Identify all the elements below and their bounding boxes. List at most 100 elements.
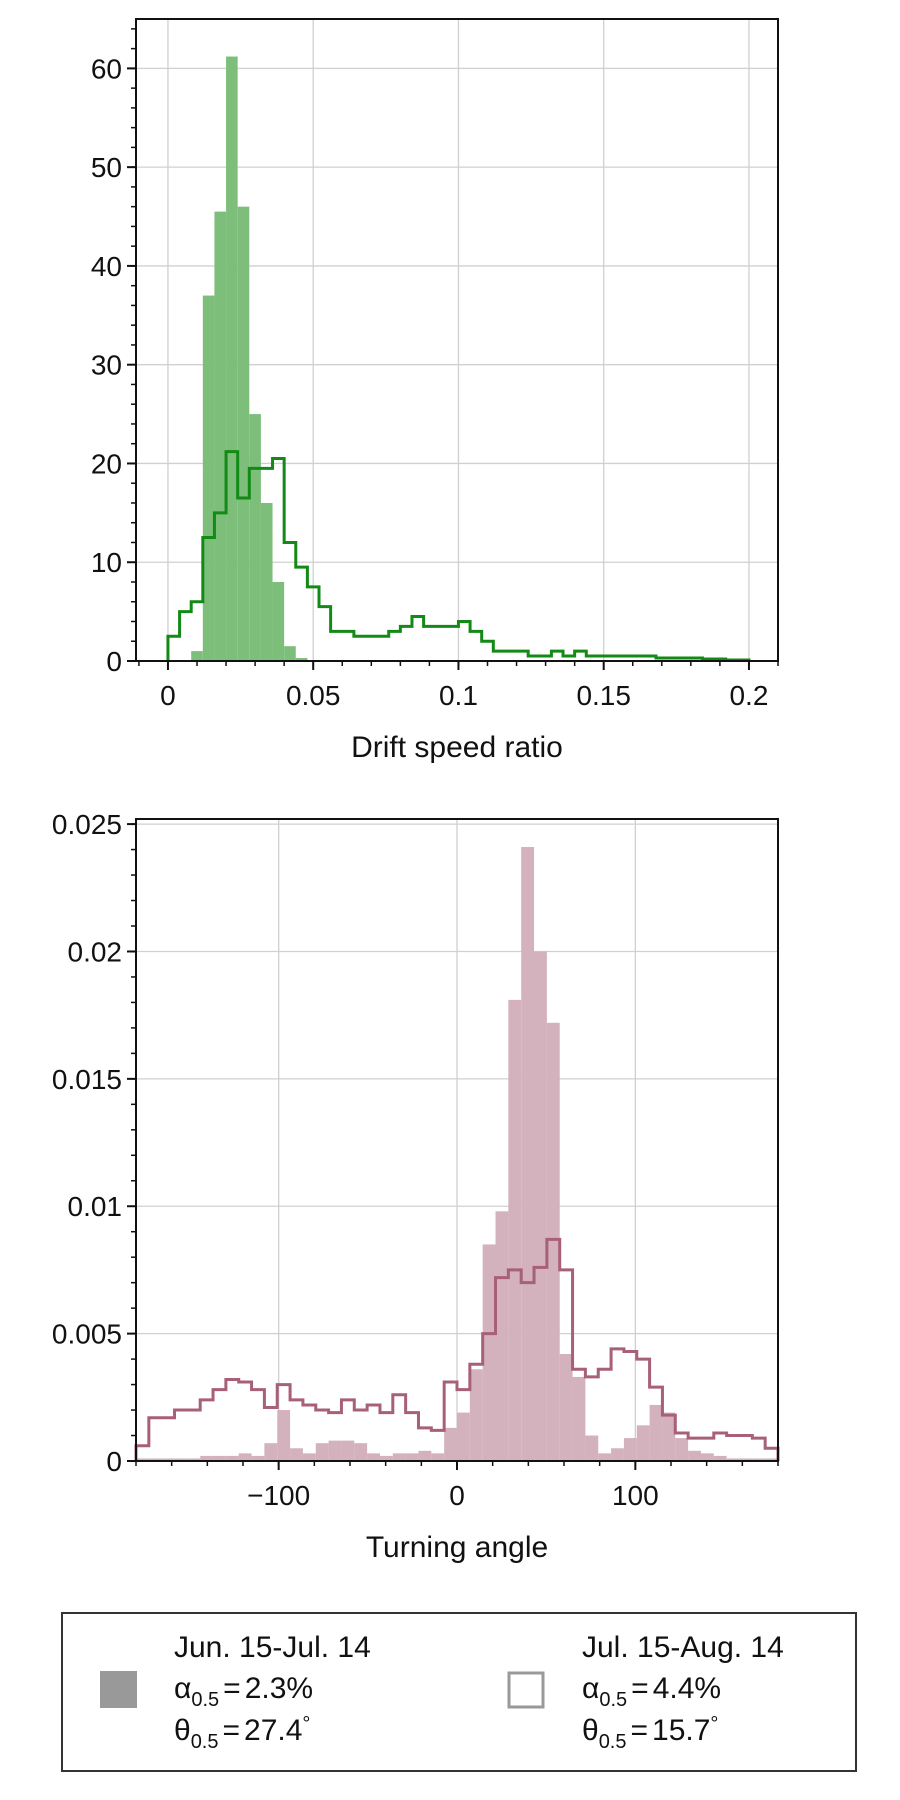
histogram-bar bbox=[739, 1458, 753, 1461]
histogram-bar bbox=[611, 1448, 624, 1461]
filled-histogram bbox=[136, 847, 778, 1461]
histogram-bar bbox=[700, 1453, 714, 1461]
histogram-bar bbox=[559, 1354, 573, 1461]
x-tick-label: 0.2 bbox=[729, 680, 768, 711]
histogram-bar bbox=[237, 206, 250, 661]
x-tick-label: 0.05 bbox=[286, 680, 341, 711]
legend-date-1: Jun. 15-Jul. 14 bbox=[174, 1631, 371, 1664]
histogram-bar bbox=[295, 658, 308, 661]
legend-alpha-1: α0.5 = 2.3% bbox=[174, 1672, 313, 1711]
y-tick-label: 60 bbox=[91, 53, 122, 84]
turning-angle-histogram: −100 0 100 0 0.005 0.01 0.015 0.02 0.025 Turning… bbox=[52, 809, 780, 1564]
grid bbox=[136, 819, 778, 1462]
y-tick-label: 40 bbox=[91, 251, 122, 282]
histogram-bar bbox=[457, 1412, 470, 1461]
filled-histogram bbox=[191, 56, 308, 662]
histogram-bar bbox=[260, 502, 273, 661]
x-tick-label: 0 bbox=[449, 1480, 465, 1511]
y-tick-label: 0 bbox=[106, 646, 122, 677]
histogram-bar bbox=[431, 1453, 445, 1461]
histogram-bar bbox=[392, 1453, 406, 1461]
histogram-bar bbox=[585, 1435, 599, 1461]
histogram-bar bbox=[765, 1458, 778, 1461]
histogram-bar bbox=[379, 1455, 393, 1461]
histogram-bar bbox=[341, 1440, 355, 1461]
histogram-bar bbox=[277, 1410, 291, 1461]
histogram-bar bbox=[713, 1455, 727, 1461]
histogram-bar bbox=[315, 1443, 329, 1461]
histogram-bar bbox=[662, 1412, 676, 1461]
histogram-bar bbox=[649, 1404, 663, 1461]
drift-speed-histogram: 0 0.05 0.1 0.15 0.2 0 10 20 30 40 50 60 Drift speed… bbox=[91, 18, 779, 764]
axes-frame bbox=[135, 18, 779, 662]
histogram-bar bbox=[354, 1443, 368, 1461]
histogram-bar bbox=[469, 1369, 483, 1461]
histogram-bar bbox=[508, 999, 522, 1461]
histogram-bar bbox=[226, 56, 238, 662]
histogram-bar bbox=[136, 1458, 149, 1461]
histogram-bar bbox=[623, 1438, 637, 1461]
histogram-bar bbox=[482, 1244, 496, 1461]
histogram-bar bbox=[302, 1453, 316, 1461]
histogram-bar bbox=[284, 646, 296, 661]
histogram-bar bbox=[187, 1458, 201, 1461]
y-tick-label: 0 bbox=[106, 1446, 122, 1477]
histogram-bar bbox=[534, 951, 547, 1461]
x-tick-label: 100 bbox=[612, 1480, 659, 1511]
x-tick-label: 0.1 bbox=[439, 680, 478, 711]
legend-theta-2: θ0.5 = 15.7° bbox=[582, 1713, 718, 1753]
y-tick-label: 0.01 bbox=[68, 1191, 123, 1222]
y-tick-label: 0.025 bbox=[52, 809, 122, 840]
histogram-bar bbox=[418, 1450, 432, 1461]
legend-marker-outline bbox=[507, 1671, 545, 1709]
histogram-bar bbox=[290, 1448, 303, 1461]
x-axis-label: Turning angle bbox=[366, 1531, 548, 1564]
x-tick-label: 0 bbox=[160, 680, 176, 711]
histogram-bar bbox=[572, 1376, 586, 1461]
y-tick-label: 0.02 bbox=[68, 936, 123, 967]
histogram-bar bbox=[213, 1455, 226, 1461]
histogram-bar bbox=[688, 1450, 701, 1461]
legend-alpha-2: α0.5 = 4.4% bbox=[582, 1672, 721, 1711]
histogram-bar bbox=[191, 651, 203, 661]
histogram-bar bbox=[214, 211, 227, 661]
histogram-bar bbox=[495, 1211, 509, 1461]
histogram-bar bbox=[726, 1458, 740, 1461]
histogram-bar bbox=[225, 1455, 239, 1461]
legend-theta-1: θ0.5 = 27.4° bbox=[174, 1713, 310, 1753]
y-tick-label: 0.005 bbox=[52, 1319, 122, 1350]
histogram-bar bbox=[675, 1438, 689, 1461]
histogram-bar bbox=[174, 1458, 188, 1461]
histogram-bar bbox=[367, 1453, 380, 1461]
x-axis-label: Drift speed ratio bbox=[351, 731, 563, 764]
legend-marker-filled bbox=[100, 1671, 137, 1708]
histogram-bar bbox=[328, 1440, 342, 1461]
histogram-bar bbox=[444, 1427, 457, 1461]
histogram-bar bbox=[521, 847, 535, 1461]
histogram-bar bbox=[202, 295, 215, 661]
step-histogram-line bbox=[134, 1237, 780, 1461]
x-tick-label: 0.15 bbox=[576, 680, 631, 711]
y-tick-label: 10 bbox=[91, 547, 122, 578]
histogram-bar bbox=[251, 1455, 265, 1461]
histogram-bar bbox=[161, 1458, 175, 1461]
histogram-bar bbox=[272, 581, 285, 661]
histogram-bar bbox=[200, 1455, 214, 1461]
histogram-bar bbox=[636, 1425, 650, 1461]
histogram-bar bbox=[598, 1453, 612, 1461]
histogram-bar bbox=[238, 1453, 252, 1461]
legend: Jun. 15-Jul. 14 α0.5 = 2.3% θ0.5 = 27.4° Jul… bbox=[61, 1612, 857, 1772]
y-tick-label: 50 bbox=[91, 152, 122, 183]
y-tick-label: 20 bbox=[91, 448, 122, 479]
histogram-bar bbox=[546, 1022, 560, 1461]
histogram-bar bbox=[264, 1443, 278, 1461]
y-tick-label: 30 bbox=[91, 350, 122, 381]
step-histogram-line bbox=[166, 450, 751, 662]
histogram-bar bbox=[405, 1453, 419, 1461]
legend-date-2: Jul. 15-Aug. 14 bbox=[582, 1631, 784, 1664]
histogram-bar bbox=[752, 1458, 766, 1461]
histogram-bar bbox=[148, 1458, 162, 1461]
x-tick-label: −100 bbox=[247, 1480, 310, 1511]
histogram-bar bbox=[249, 414, 261, 661]
